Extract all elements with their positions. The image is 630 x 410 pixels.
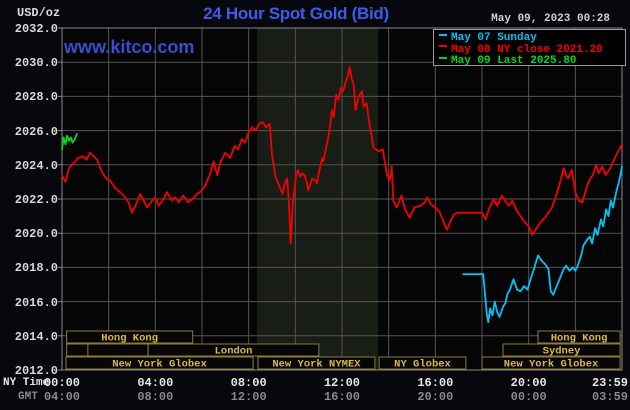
market-session-box xyxy=(147,343,320,357)
market-session-label: Hong Kong xyxy=(551,333,608,345)
market-session-label: New York Globex xyxy=(112,359,207,371)
series-line-may08 xyxy=(61,66,623,245)
y-axis-label: 2024.0 xyxy=(14,158,58,173)
x-axis-row-label-nytime: NY Time xyxy=(3,377,50,389)
legend-dash-icon xyxy=(439,45,447,48)
x-axis-label-gmt: 04:00 xyxy=(43,390,80,404)
x-axis-label-nytime: 12:00 xyxy=(323,376,360,390)
x-axis-label-gmt: 08:00 xyxy=(137,390,174,404)
series-line-may07 xyxy=(462,165,623,324)
legend-label: May 09 Last 2025.80 xyxy=(451,55,577,67)
x-axis-label-nytime: 00:00 xyxy=(43,376,80,390)
market-session-label: New York Globex xyxy=(504,359,599,371)
y-axis-unit: USD/oz xyxy=(17,6,61,20)
x-axis-label-nytime: 04:00 xyxy=(137,376,174,390)
chart-datetime: May 09, 2023 00:28 xyxy=(491,13,610,25)
y-axis-label: 2030.0 xyxy=(14,56,58,71)
x-axis-label-nytime: 08:00 xyxy=(230,376,267,390)
y-axis-label: 2026.0 xyxy=(14,124,58,139)
y-axis-label: 2016.0 xyxy=(14,295,58,310)
chart-title: 24 Hour Spot Gold (Bid) xyxy=(203,4,389,23)
legend-item-may08: May 08 NY close 2021.20 xyxy=(437,43,625,56)
legend-label: May 08 NY close 2021.20 xyxy=(451,43,603,56)
legend-item-may07: May 07 Sunday xyxy=(437,31,625,44)
market-session-box xyxy=(65,356,254,370)
y-axis-label: 2020.0 xyxy=(14,227,58,242)
market-session-box xyxy=(257,356,376,370)
x-axis-label-nytime: 20:00 xyxy=(510,376,547,390)
market-session-box xyxy=(481,356,621,370)
x-axis-label-gmt: 00:00 xyxy=(510,390,547,404)
market-session-box xyxy=(66,343,89,357)
x-axis-label-nytime: 23:59 xyxy=(591,376,628,390)
x-axis-label-gmt: 20:00 xyxy=(417,390,454,404)
market-session-label: New York NYMEX xyxy=(272,359,361,371)
y-axis-label: 2022.0 xyxy=(14,193,58,207)
series-line-may09 xyxy=(61,133,78,151)
legend-item-may09: May 09 Last 2025.80 xyxy=(437,54,625,67)
y-axis-label: 2032.0 xyxy=(14,22,58,36)
legend: May 07 Sunday May 08 NY close 2021.20 Ma… xyxy=(433,29,626,67)
market-session-box xyxy=(378,356,467,370)
x-axis-label-gmt: 16:00 xyxy=(323,390,360,404)
kitco-watermark: www.kitco.com xyxy=(64,37,195,57)
y-axis-label: 2012.0 xyxy=(14,364,58,378)
legend-dash-icon xyxy=(439,33,447,36)
x-axis-label-nytime: 16:00 xyxy=(417,376,454,390)
legend-dash-icon xyxy=(439,56,447,59)
x-axis-label-gmt: 03:59 xyxy=(591,390,628,404)
market-session-box xyxy=(87,343,149,357)
legend-label: May 07 Sunday xyxy=(451,32,537,44)
market-session-label: London xyxy=(215,346,253,358)
y-axis-label: 2028.0 xyxy=(14,90,58,105)
market-session-box xyxy=(537,330,621,344)
y-axis-label: 2018.0 xyxy=(14,261,58,276)
market-session-label: Sydney xyxy=(543,346,582,358)
market-session-box xyxy=(66,330,194,344)
y-axis-label: 2014.0 xyxy=(14,329,58,344)
x-axis-row-label-gmt: GMT xyxy=(18,391,38,403)
market-session-box xyxy=(502,343,621,357)
market-session-label: Hong Kong xyxy=(101,333,158,345)
market-session-label: NY Globex xyxy=(394,359,451,371)
x-axis-label-gmt: 12:00 xyxy=(230,390,267,404)
